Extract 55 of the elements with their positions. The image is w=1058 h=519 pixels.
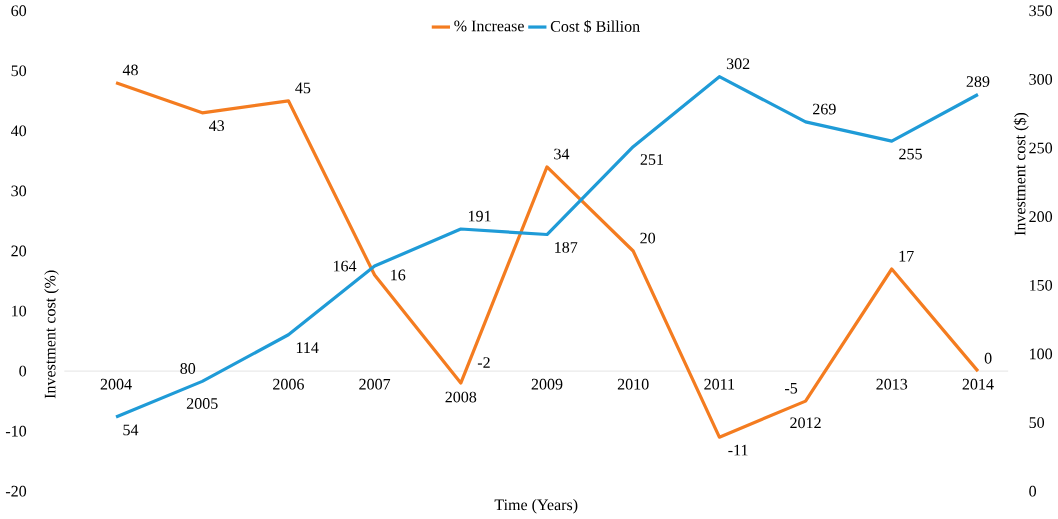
y2-tick-label: 300 — [1029, 74, 1053, 85]
data-label: 164 — [333, 260, 357, 272]
y-tick-label: -20 — [5, 485, 27, 497]
x-axis-title: Time (Years) — [494, 499, 578, 514]
y-axis-title: Investment cost (%) — [44, 270, 59, 399]
y-tick-label: 0 — [19, 365, 27, 377]
y-tick-label: 60 — [11, 5, 27, 17]
y2-tick-label: 100 — [1030, 348, 1053, 360]
data-label: 191 — [468, 210, 491, 222]
y2-axis-title: Investment cost ($) — [1013, 112, 1029, 236]
data-label: 17 — [899, 250, 914, 262]
x-tick-label: 2010 — [617, 378, 649, 390]
legend-label: % Increase — [454, 20, 524, 32]
y-tick-label: 30 — [11, 185, 27, 197]
y2-tick-label: 50 — [1029, 417, 1045, 429]
data-label: 0 — [984, 352, 992, 364]
data-label: 34 — [554, 148, 570, 160]
x-tick-label: 2009 — [531, 378, 563, 390]
y-tick-label: 40 — [11, 125, 27, 137]
x-tick-label: 2005 — [186, 398, 218, 410]
y-tick-label: 10 — [12, 305, 27, 317]
x-tick-label: 2011 — [704, 378, 735, 390]
data-label: 45 — [295, 82, 311, 94]
x-tick-label: 2007 — [359, 378, 391, 390]
data-label: 43 — [209, 120, 225, 132]
data-label: 251 — [640, 154, 664, 165]
data-label: 54 — [123, 424, 139, 436]
x-tick-label: 2006 — [273, 378, 304, 390]
data-label: -11 — [728, 444, 748, 456]
y2-tick-label: 0 — [1029, 485, 1037, 497]
data-label: 114 — [296, 342, 319, 353]
x-tick-label: 2008 — [445, 391, 477, 403]
data-label: 20 — [640, 232, 656, 244]
x-tick-label: 2012 — [790, 417, 821, 429]
data-label: 255 — [899, 148, 922, 160]
data-label: -5 — [785, 383, 798, 394]
data-label: 48 — [122, 64, 138, 76]
data-label: 302 — [726, 58, 750, 70]
data-label: -2 — [477, 357, 490, 368]
x-tick-label: 2004 — [100, 378, 132, 390]
y-tick-label: 50 — [11, 65, 27, 77]
y2-tick-label: 250 — [1029, 142, 1053, 154]
x-tick-label: 2013 — [876, 378, 908, 390]
y-tick-label: 20 — [11, 245, 27, 257]
y-tick-label: -10 — [5, 425, 27, 437]
data-label: 16 — [391, 269, 406, 281]
data-label: 80 — [180, 363, 196, 375]
y2-tick-label: 350 — [1029, 5, 1053, 17]
data-label: 187 — [555, 242, 578, 253]
x-tick-label: 2014 — [962, 378, 994, 390]
legend-label: Cost $ Billion — [550, 20, 640, 33]
data-label: 269 — [813, 103, 836, 115]
data-label: 289 — [966, 76, 990, 88]
y2-tick-label: 150 — [1030, 280, 1053, 291]
y2-tick-label: 200 — [1029, 211, 1053, 223]
